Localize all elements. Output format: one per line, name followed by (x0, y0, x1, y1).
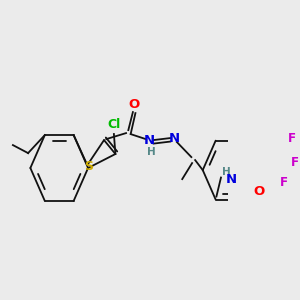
Text: N: N (225, 173, 236, 186)
Text: H: H (147, 147, 155, 157)
Text: O: O (129, 98, 140, 111)
Text: N: N (144, 134, 155, 147)
Text: F: F (280, 176, 288, 189)
Text: O: O (253, 185, 265, 198)
Text: Cl: Cl (107, 118, 121, 130)
Text: N: N (168, 132, 179, 145)
Text: S: S (84, 160, 93, 172)
Text: F: F (288, 132, 296, 145)
Text: F: F (291, 156, 298, 169)
Text: H: H (222, 167, 231, 176)
